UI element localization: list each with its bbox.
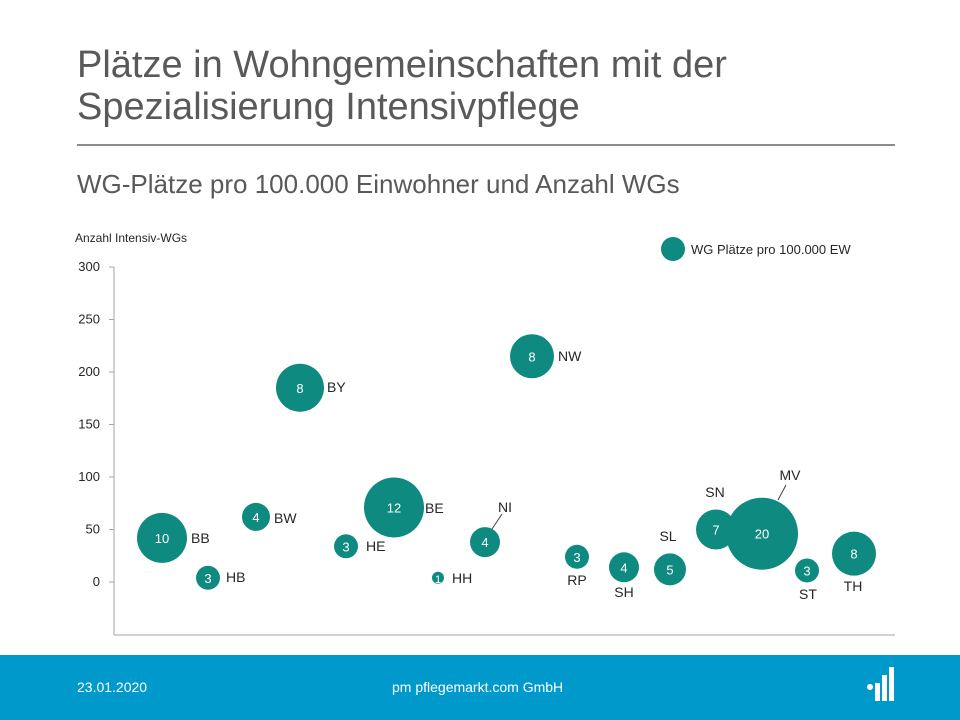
bubble-sh bbox=[609, 552, 639, 583]
bubble-value-sl: 5 bbox=[666, 562, 673, 577]
bubble-value-rp: 3 bbox=[573, 550, 580, 565]
footer-date: 23.01.2020 bbox=[77, 679, 148, 695]
bubble-value-st: 3 bbox=[803, 563, 810, 578]
legend-marker bbox=[661, 237, 685, 261]
bubble-hb bbox=[196, 565, 220, 590]
bubble-value-nw: 8 bbox=[528, 349, 535, 364]
bubble-label-ni: NI bbox=[498, 499, 512, 515]
title-line-2: Spezialisierung Intensivpflege bbox=[77, 86, 580, 128]
bubble-label-hh: HH bbox=[452, 570, 472, 586]
bubble-label-bw: BW bbox=[274, 510, 297, 526]
y-tick-label: 50 bbox=[86, 522, 100, 537]
y-tick-label: 150 bbox=[78, 417, 100, 432]
bubble-he bbox=[334, 534, 358, 559]
y-tick-label: 300 bbox=[78, 259, 100, 274]
bubble-value-he: 3 bbox=[342, 539, 349, 554]
bubble-chart: Anzahl Intensiv-WGs 300 250 200 150 100 50 0 WG … bbox=[75, 231, 895, 636]
bubble-value-bw: 4 bbox=[252, 510, 259, 525]
title-line-1: Plätze in Wohngemeinschaften mit der bbox=[77, 44, 727, 86]
bubble-label-st: ST bbox=[799, 586, 817, 602]
bubble-label-by: BY bbox=[327, 379, 346, 395]
legend-label: WG Plätze pro 100.000 EW bbox=[691, 242, 851, 257]
bubble-value-sn: 7 bbox=[712, 523, 719, 538]
bubble-ni bbox=[470, 527, 500, 558]
bubble-value-hh: 1 bbox=[435, 574, 441, 586]
bubble-st bbox=[795, 558, 819, 583]
bubble-hh bbox=[432, 571, 444, 584]
bubble-bw bbox=[242, 502, 270, 531]
bubble-rp bbox=[565, 544, 589, 569]
y-tick-label: 250 bbox=[78, 312, 100, 327]
bubble-value-be: 12 bbox=[387, 500, 401, 515]
bubble-value-ni: 4 bbox=[481, 535, 488, 550]
bubble-label-mv: MV bbox=[780, 467, 802, 483]
bubble-value-mv: 20 bbox=[755, 527, 769, 542]
bubble-value-by: 8 bbox=[296, 381, 303, 396]
bubble-be bbox=[364, 477, 424, 538]
bubble-value-hb: 3 bbox=[204, 571, 211, 586]
leader-line-ni bbox=[491, 513, 503, 530]
bubble-label-sh: SH bbox=[614, 584, 633, 600]
title-divider bbox=[77, 144, 895, 146]
bubble-sn bbox=[696, 509, 736, 550]
y-tick-label: 200 bbox=[78, 364, 100, 379]
bubble-label-nw: NW bbox=[558, 348, 582, 364]
bubble-label-rp: RP bbox=[567, 572, 586, 588]
bubble-label-sl: SL bbox=[659, 528, 676, 544]
y-tick-label: 100 bbox=[78, 469, 100, 484]
bubble-label-he: HE bbox=[366, 538, 385, 554]
bubble-value-th: 8 bbox=[850, 547, 857, 562]
bubble-label-bb: BB bbox=[191, 530, 210, 546]
bubble-label-hb: HB bbox=[226, 569, 245, 585]
bubble-sl bbox=[654, 553, 686, 586]
bubble-mv bbox=[726, 497, 798, 570]
bubble-bb bbox=[137, 512, 187, 563]
footer-bar: 23.01.2020 pm pflegemarkt.com GmbH bbox=[0, 655, 960, 720]
page-title: Plätze in Wohngemeinschaften mit der Spe… bbox=[77, 44, 917, 128]
bubble-label-be: BE bbox=[425, 500, 444, 516]
bubble-th bbox=[832, 531, 876, 576]
bubble-nw bbox=[510, 334, 554, 379]
bubble-label-th: TH bbox=[844, 578, 863, 594]
bar-chart-logo-icon bbox=[867, 667, 894, 701]
footer-company: pm pflegemarkt.com GmbH bbox=[392, 679, 564, 695]
leader-line-mv bbox=[777, 484, 787, 501]
y-axis-label: Anzahl Intensiv-WGs bbox=[75, 231, 187, 245]
bubble-value-sh: 4 bbox=[620, 560, 627, 575]
y-tick-label: 0 bbox=[93, 574, 100, 589]
bubble-by bbox=[276, 363, 324, 412]
bubble-label-sn: SN bbox=[705, 484, 724, 500]
chart-subtitle: WG-Plätze pro 100.000 Einwohner und Anza… bbox=[77, 169, 680, 199]
bubble-value-bb: 10 bbox=[155, 531, 169, 546]
